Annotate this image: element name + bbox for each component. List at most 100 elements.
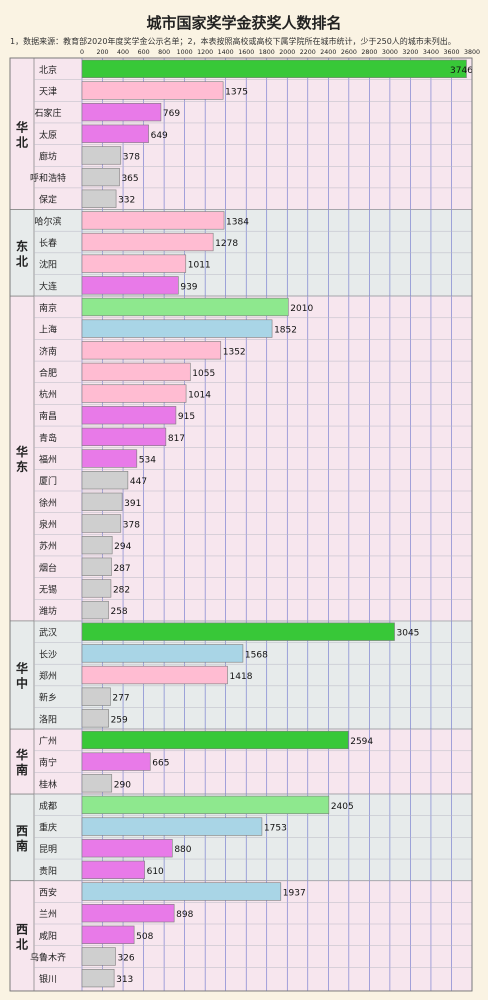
value-label: 1937 bbox=[283, 889, 306, 899]
bar bbox=[81, 189, 117, 208]
x-tick-label: 400 bbox=[117, 49, 129, 56]
city-label: 厦门 bbox=[39, 475, 57, 487]
bar bbox=[81, 232, 214, 252]
value-label: 294 bbox=[114, 542, 131, 552]
city-label: 银川 bbox=[39, 973, 57, 985]
value-label: 898 bbox=[176, 910, 193, 920]
city-label: 北京 bbox=[39, 64, 57, 76]
value-label: 939 bbox=[180, 282, 197, 292]
city-label: 沈阳 bbox=[39, 259, 57, 271]
bar bbox=[81, 297, 289, 317]
city-label: 哈尔滨 bbox=[34, 215, 61, 227]
city-label: 乌鲁木齐 bbox=[30, 951, 66, 963]
value-label: 1055 bbox=[192, 369, 215, 379]
x-tick-label: 2800 bbox=[361, 49, 377, 56]
bar bbox=[81, 600, 109, 620]
city-label: 苏州 bbox=[39, 540, 57, 552]
value-label: 1384 bbox=[226, 217, 249, 227]
region-label: 南 bbox=[16, 838, 28, 853]
city-label: 青岛 bbox=[39, 432, 57, 444]
value-label: 447 bbox=[130, 477, 147, 487]
x-tick-label: 800 bbox=[158, 49, 170, 56]
city-label: 石家庄 bbox=[34, 107, 61, 119]
bar bbox=[81, 622, 395, 641]
value-label: 649 bbox=[151, 131, 168, 141]
x-tick-label: 2600 bbox=[341, 49, 357, 56]
city-label: 保定 bbox=[39, 194, 57, 206]
x-tick-label: 3400 bbox=[423, 49, 439, 56]
value-label: 1852 bbox=[274, 326, 297, 336]
bar bbox=[81, 904, 175, 923]
bar bbox=[81, 882, 282, 901]
city-label: 潍坊 bbox=[39, 605, 57, 617]
bar bbox=[81, 925, 135, 944]
value-label: 880 bbox=[174, 845, 191, 855]
value-label: 665 bbox=[152, 759, 169, 769]
city-label: 大连 bbox=[39, 280, 57, 292]
city-label: 上海 bbox=[39, 324, 57, 336]
bar bbox=[81, 860, 145, 879]
value-label: 313 bbox=[116, 975, 133, 985]
city-label: 武汉 bbox=[39, 627, 57, 639]
city-label: 长春 bbox=[39, 237, 57, 249]
bar bbox=[81, 665, 228, 685]
value-label: 1011 bbox=[188, 261, 211, 271]
x-tick-label: 1400 bbox=[218, 49, 234, 56]
bar bbox=[81, 730, 349, 750]
value-label: 2405 bbox=[331, 802, 354, 812]
city-label: 兰州 bbox=[39, 908, 57, 920]
x-tick-label: 1200 bbox=[197, 49, 213, 56]
x-tick-label: 3000 bbox=[382, 49, 398, 56]
bar bbox=[81, 492, 123, 511]
city-label: 贵阳 bbox=[39, 865, 57, 877]
chart-note: 1，数据来源：教育部2020年度奖学金公示名单；2，本表按照高校或高校下属学院所… bbox=[10, 37, 456, 46]
bar bbox=[81, 276, 179, 295]
city-label: 洛阳 bbox=[39, 713, 57, 725]
value-label: 259 bbox=[111, 715, 128, 725]
city-label: 太原 bbox=[39, 129, 57, 141]
x-tick-label: 3200 bbox=[402, 49, 418, 56]
value-label: 290 bbox=[114, 780, 131, 790]
bar bbox=[81, 839, 173, 858]
city-label: 郑州 bbox=[39, 670, 57, 682]
region-band bbox=[9, 57, 473, 210]
bar bbox=[81, 103, 162, 122]
city-label: 天津 bbox=[39, 86, 57, 97]
x-tick-label: 1000 bbox=[177, 49, 193, 56]
value-label: 534 bbox=[139, 456, 156, 466]
value-label: 258 bbox=[110, 607, 127, 617]
value-label: 282 bbox=[113, 585, 130, 595]
city-label: 合肥 bbox=[39, 367, 57, 379]
city-label: 烟台 bbox=[39, 562, 57, 574]
bar bbox=[81, 817, 263, 836]
bar bbox=[81, 687, 111, 706]
value-label: 1375 bbox=[225, 87, 248, 97]
x-tick-label: 2400 bbox=[320, 49, 336, 56]
bar bbox=[81, 471, 129, 490]
city-label: 咸阳 bbox=[39, 930, 57, 942]
region-label: 南 bbox=[16, 762, 28, 777]
city-label: 广州 bbox=[39, 735, 57, 747]
value-label: 391 bbox=[124, 499, 141, 509]
value-label: 277 bbox=[112, 694, 129, 704]
city-label: 福州 bbox=[39, 454, 57, 466]
city-label: 泉州 bbox=[39, 518, 57, 530]
bar bbox=[81, 211, 225, 230]
city-label: 南宁 bbox=[39, 757, 57, 769]
value-label: 3045 bbox=[397, 629, 420, 639]
bar bbox=[81, 81, 224, 100]
city-label: 长沙 bbox=[39, 648, 57, 660]
bar bbox=[81, 427, 167, 446]
city-label: 新乡 bbox=[39, 692, 57, 704]
x-tick-label: 1800 bbox=[259, 49, 275, 56]
bar bbox=[81, 449, 138, 468]
city-label: 杭州 bbox=[39, 389, 57, 401]
bars: 北京 3746 天津 1375 石家庄 769 太原 649 廊坊 378 呼和浩特 365 保定 332… bbox=[30, 59, 473, 988]
city-label: 徐州 bbox=[39, 497, 57, 509]
x-tick-label: 200 bbox=[97, 49, 109, 56]
region-label: 华 bbox=[16, 661, 28, 676]
value-label: 817 bbox=[168, 434, 185, 444]
x-tick-label: 2200 bbox=[300, 49, 316, 56]
bar bbox=[81, 557, 112, 576]
